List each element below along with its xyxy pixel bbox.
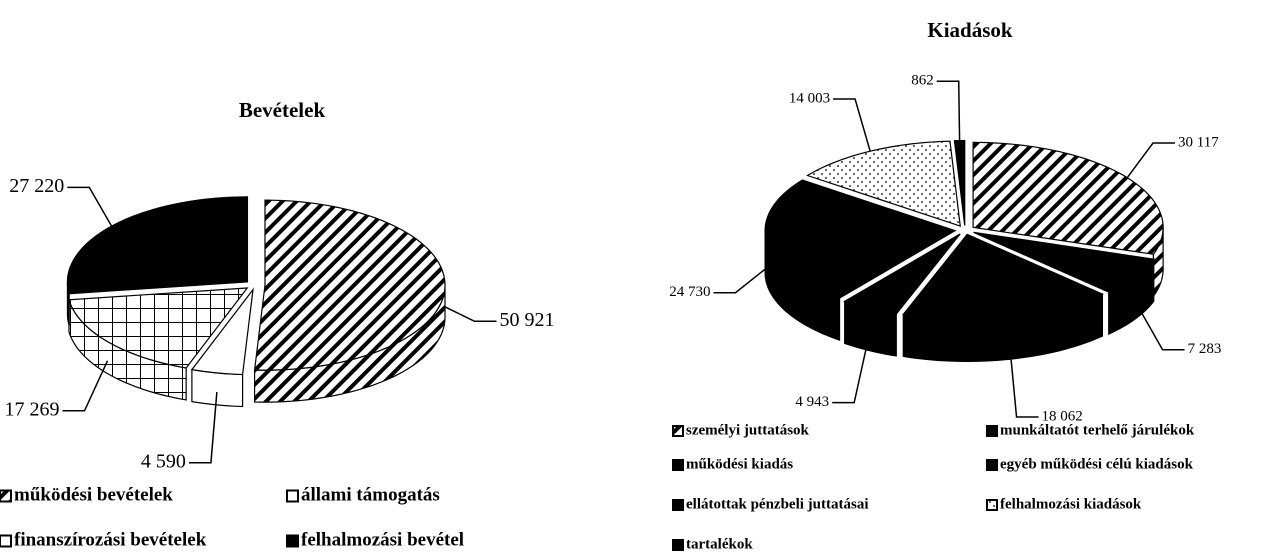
data-label: 50 921 — [500, 309, 555, 331]
legend-swatch — [672, 459, 684, 471]
leader-line — [936, 80, 961, 141]
leader-line — [1134, 301, 1185, 351]
data-label: 18 062 — [1042, 408, 1083, 424]
slice — [253, 199, 446, 371]
slice-side — [191, 368, 244, 408]
chart-title: Kiadások — [927, 18, 1013, 42]
leader-line — [444, 306, 497, 323]
data-label: 862 — [911, 73, 934, 89]
slice — [973, 231, 1155, 293]
legend-swatch — [0, 534, 12, 548]
legend-swatch — [0, 489, 12, 503]
leader-line — [67, 186, 113, 227]
leader-line — [188, 392, 218, 464]
legend-label: személyi juttatások — [686, 422, 810, 438]
leader-line — [713, 267, 768, 294]
leader-line — [833, 98, 871, 152]
legend-swatch — [672, 425, 684, 437]
data-label: 27 220 — [9, 175, 64, 197]
leader-line — [62, 360, 109, 412]
legend-label: munkáltatót terhelő járulékok — [1000, 422, 1195, 438]
legend-label: ellátottak pénzbeli juttatásai — [686, 496, 868, 512]
data-label: 4 943 — [795, 394, 829, 410]
data-label: 14 003 — [789, 90, 830, 106]
legend-label: működési bevételek — [14, 484, 173, 505]
legend-swatch — [986, 425, 998, 437]
slice — [190, 287, 254, 376]
legend-swatch — [986, 499, 998, 511]
legend-swatch — [286, 534, 299, 548]
slice — [843, 233, 961, 315]
slice — [68, 287, 249, 369]
slice — [972, 141, 1164, 255]
slice — [764, 179, 957, 299]
data-label: 24 730 — [669, 284, 710, 300]
leader-line — [832, 333, 871, 404]
slice — [66, 196, 249, 295]
legend-swatch — [672, 539, 684, 551]
legend-label: működési kiadás — [686, 456, 793, 472]
data-label: 4 590 — [141, 450, 186, 472]
legend-label: felhalmozási kiadások — [1000, 496, 1142, 512]
legend-label: egyéb működési célú kiadások — [1000, 456, 1194, 472]
legend-swatch — [286, 489, 299, 503]
slice — [902, 233, 1104, 320]
chart-title: Bevételek — [239, 98, 326, 122]
legend-swatch — [986, 459, 998, 471]
leader-line — [1008, 342, 1039, 418]
legend-swatch — [672, 499, 684, 511]
legend-label: tartalékok — [686, 536, 753, 552]
leader-line — [1126, 142, 1176, 179]
data-label: 30 117 — [1178, 134, 1219, 150]
legend-label: finanszírozási bevételek — [14, 529, 207, 550]
data-label: 7 283 — [1188, 341, 1222, 357]
legend-label: állami támogatás — [301, 484, 440, 505]
slice — [806, 140, 961, 227]
data-label: 17 269 — [5, 398, 60, 420]
legend-label: felhalmozási bevétel — [301, 529, 464, 550]
